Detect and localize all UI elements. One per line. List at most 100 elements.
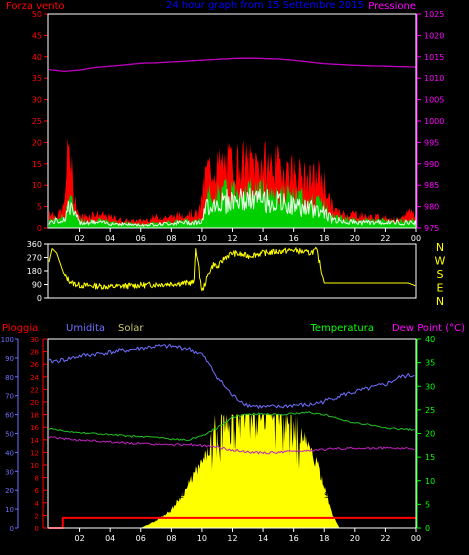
wind-x-tick-label: 00: [411, 234, 421, 243]
temperature-axis-tick-label: 40: [425, 335, 435, 344]
pressure-axis-tick-label: 990: [424, 160, 439, 169]
temperature-axis-tick-label: 35: [425, 359, 435, 368]
pressure-axis-tick-label: 985: [424, 181, 439, 190]
panel3-x-tick-label: 08: [166, 534, 176, 543]
rain-axis-tick-label: 26: [30, 361, 39, 369]
temperature-axis-tick-label: 15: [425, 453, 435, 462]
wind-x-tick-label: 08: [166, 234, 176, 243]
wind-axis-tick-label: 25: [32, 117, 42, 126]
wind-axis-tick-label: 40: [32, 53, 42, 62]
pressure-axis-title: Pressione: [368, 1, 416, 12]
rain-axis-tick-label: 12: [30, 449, 39, 457]
compass-label: N: [436, 241, 444, 254]
rain-axis-tick-label: 6: [35, 487, 40, 495]
wind-direction-frame: [47, 243, 417, 299]
rain-axis-tick-label: 16: [30, 424, 39, 432]
wind-x-tick-label: 06: [136, 234, 146, 243]
wind-x-tick-label: 16: [289, 234, 299, 243]
humidity-axis-tick-label: 100: [1, 336, 14, 344]
wind-x-tick-label: 20: [350, 234, 360, 243]
pressure-axis-tick-label: 1015: [424, 53, 444, 62]
humidity-axis-tick-label: 20: [5, 487, 14, 495]
rain-axis-tick-label: 18: [30, 412, 39, 420]
wind-x-tick-label: 18: [319, 234, 329, 243]
wind-direction-line: [48, 246, 416, 292]
direction-axis-tick-label: 0: [37, 294, 42, 303]
humidity-line: [48, 343, 415, 409]
pressure-axis-tick-label: 1005: [424, 96, 444, 105]
rain-axis-tick-label: 10: [30, 462, 39, 470]
wind-axis-tick-label: 15: [32, 160, 42, 169]
wind-axis-tick-label: 10: [32, 181, 42, 190]
temperature-axis-tick-label: 30: [425, 382, 435, 391]
humidity-axis-tick-label: 60: [5, 412, 14, 420]
pressure-axis-tick-label: 980: [424, 203, 439, 212]
wind-axis-tick-label: 5: [37, 203, 42, 212]
panel3-x-tick-label: 00: [411, 534, 421, 543]
solar-area: [140, 414, 340, 528]
panel3-x-tick-label: 18: [319, 534, 329, 543]
wind-x-tick-label: 22: [380, 234, 390, 243]
compass-label: S: [437, 268, 444, 281]
rain-axis-tick-label: 2: [35, 512, 39, 520]
rain-axis-tick-label: 22: [30, 386, 39, 394]
direction-axis-tick-label: 270: [27, 254, 42, 263]
wind-x-tick-label: 10: [197, 234, 207, 243]
humidity-axis-title: Umidita: [66, 323, 105, 334]
wind-x-tick-label: 04: [105, 234, 115, 243]
rain-axis-tick-label: 14: [30, 437, 39, 445]
rain-axis-tick-label: 0: [35, 525, 39, 533]
graph-title: 24 hour graph from 15 Settembre 2015: [166, 0, 364, 11]
temperature-axis-tick-label: 25: [425, 406, 435, 415]
wind-axis-tick-label: 0: [37, 224, 42, 233]
humidity-axis-tick-label: 0: [10, 525, 14, 533]
direction-axis-tick-label: 90: [32, 281, 42, 290]
panel3-x-tick-label: 14: [258, 534, 268, 543]
rain-axis-tick-label: 28: [30, 349, 39, 357]
wind-axis-tick-label: 20: [32, 138, 42, 147]
wind-axis-tick-label: 45: [32, 31, 42, 40]
rain-axis-tick-label: 8: [35, 475, 39, 483]
temperature-line: [48, 411, 415, 442]
temperature-axis-tick-label: 20: [425, 430, 435, 439]
panel3-x-tick-label: 10: [197, 534, 207, 543]
panel3-x-tick-label: 16: [289, 534, 299, 543]
wind-x-tick-label: 14: [258, 234, 268, 243]
pressure-axis-tick-label: 1000: [424, 117, 444, 126]
wind-axis-title: Forza vento: [6, 1, 65, 12]
pressure-axis-tick-label: 1025: [424, 10, 444, 19]
direction-axis-tick-label: 180: [27, 267, 42, 276]
humidity-axis-tick-label: 90: [5, 355, 14, 363]
temperature-axis-tick-label: 0: [425, 524, 430, 533]
panel3-x-tick-label: 06: [136, 534, 146, 543]
wind-x-tick-label: 02: [74, 234, 84, 243]
panel3-x-tick-label: 02: [74, 534, 84, 543]
solar-axis-title: Solar: [118, 323, 144, 334]
compass-label: W: [435, 255, 446, 268]
wind-axis-tick-label: 50: [32, 10, 42, 19]
temperature-axis-title: Temperatura: [309, 323, 374, 334]
sunset-label: Sun Set: [324, 491, 355, 500]
pressure-axis-tick-label: 995: [424, 138, 439, 147]
rain-humidity-temperature-panel: 0102030405060708090100024681012141618202…: [1, 335, 436, 543]
temperature-axis-tick-label: 10: [425, 477, 435, 486]
humidity-axis-tick-label: 70: [5, 393, 14, 401]
rain-axis-tick-label: 30: [30, 336, 39, 344]
pressure-axis-tick-label: 1020: [424, 31, 444, 40]
panel3-x-tick-label: 20: [350, 534, 360, 543]
pressure-line: [48, 57, 417, 73]
wind-axis-tick-label: 35: [32, 74, 42, 83]
rain-axis-title: Pioggia: [2, 323, 38, 334]
panel3-frame: [47, 338, 417, 529]
panel3-x-tick-label: 12: [227, 534, 237, 543]
pressure-axis-tick-label: 975: [424, 224, 439, 233]
humidity-axis-tick-label: 10: [5, 506, 14, 514]
wind-x-tick-label: 12: [227, 234, 237, 243]
temperature-axis-tick-label: 5: [425, 500, 430, 509]
rain-axis-tick-label: 20: [30, 399, 39, 407]
wind-axis-tick-label: 30: [32, 96, 42, 105]
rain-axis-tick-label: 24: [30, 374, 39, 382]
rain-axis-tick-label: 4: [35, 500, 40, 508]
